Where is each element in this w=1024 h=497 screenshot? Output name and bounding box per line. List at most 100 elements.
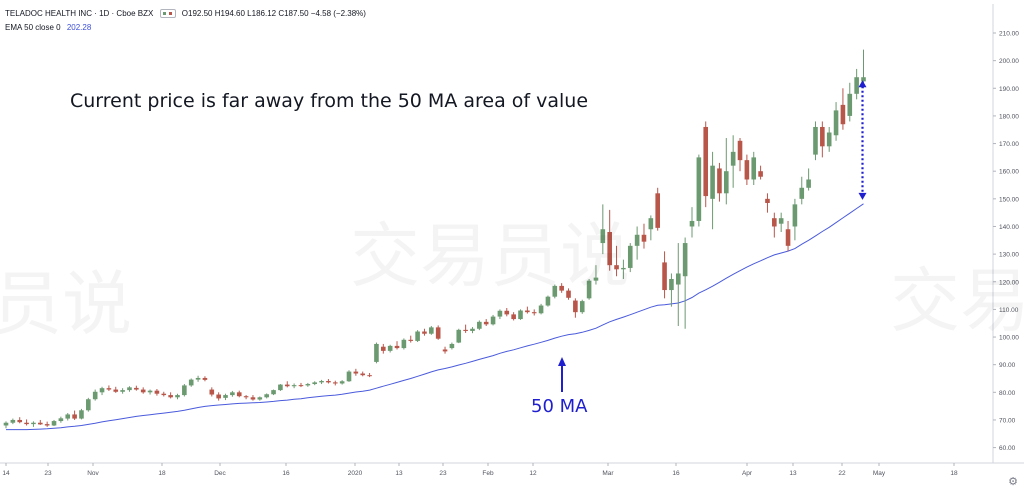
candle-down <box>216 392 221 401</box>
candle-up <box>264 393 269 399</box>
candle-body <box>195 377 201 380</box>
candle-style-icon[interactable] <box>159 9 176 19</box>
candle-body <box>614 265 619 270</box>
candle-down <box>236 390 242 398</box>
candle-body <box>449 343 455 349</box>
candle-down <box>662 251 667 299</box>
ema-50-line <box>6 203 864 431</box>
candle-up <box>195 375 201 382</box>
candle-down <box>154 389 160 396</box>
distance-arrow-head-top <box>858 80 867 88</box>
candle-body <box>120 390 125 392</box>
candle-down <box>840 88 846 130</box>
candle-body <box>579 301 585 313</box>
candle-body <box>456 329 462 343</box>
candle-down <box>422 328 427 336</box>
candle-down <box>161 391 167 397</box>
candle-up <box>799 176 805 205</box>
time-tick-label: 13 <box>789 470 797 477</box>
candle-body <box>717 168 722 194</box>
candle-down <box>566 288 571 300</box>
candle-up <box>538 303 544 315</box>
candle-up <box>223 393 228 401</box>
candle-up <box>634 226 640 260</box>
candle-up <box>552 284 558 299</box>
candle-up <box>182 384 187 397</box>
candle-body <box>477 321 482 329</box>
candle-body <box>298 385 304 387</box>
candle-up <box>257 396 263 401</box>
time-tick-label: 16 <box>282 470 290 477</box>
candle-body <box>134 387 139 390</box>
candle-up <box>449 342 455 350</box>
candle-body <box>669 278 674 291</box>
price-tick-label: 70.00 <box>999 417 1016 424</box>
candle-down <box>525 306 530 314</box>
candle-body <box>627 245 633 268</box>
time-tick-label: 2020 <box>348 470 363 477</box>
ema-label: EMA 50 close 0 <box>5 23 61 32</box>
candle-down <box>360 371 366 377</box>
candle-body <box>17 419 23 423</box>
candle-body <box>826 132 832 147</box>
candle-body <box>792 204 798 227</box>
candle-up <box>826 126 832 152</box>
candle-down <box>758 165 763 180</box>
candle-down <box>408 335 414 343</box>
candle-down <box>326 379 331 384</box>
candle-body <box>264 394 269 398</box>
candle-body <box>675 273 681 285</box>
gear-icon[interactable]: ⚙ <box>1008 476 1018 488</box>
candle-body <box>271 390 276 395</box>
candle-body <box>538 305 544 314</box>
price-tick-label: 180.00 <box>999 113 1019 120</box>
time-tick-label: Nov <box>87 470 99 477</box>
candle-body <box>833 110 839 136</box>
candle-up <box>429 325 434 335</box>
candle-up <box>401 338 407 350</box>
candle-up <box>833 102 839 141</box>
candle-body <box>360 373 366 376</box>
candle-body <box>566 290 571 298</box>
candle-up <box>175 393 180 400</box>
candle-up <box>778 212 784 233</box>
candle-up <box>724 138 729 205</box>
candle-body <box>72 414 77 419</box>
candle-down <box>381 343 386 354</box>
candle-up <box>792 198 798 241</box>
time-tick-label: 18 <box>950 470 958 477</box>
candle-down <box>717 162 722 202</box>
candle-body <box>106 388 112 390</box>
candle-down <box>772 212 777 238</box>
candle-body <box>758 171 763 177</box>
ema-legend[interactable]: EMA 50 close 0 202.28 <box>5 23 95 32</box>
symbol-legend[interactable]: TELADOC HEALTH INC · 1D · Cboe BZX O192.… <box>5 9 370 19</box>
candle-body <box>710 165 715 199</box>
candle-body <box>86 399 91 411</box>
candle-up <box>470 327 475 334</box>
candle-body <box>140 389 146 393</box>
candle-body <box>696 157 702 221</box>
candle-down <box>573 298 578 318</box>
candle-down <box>284 381 290 388</box>
candle-down <box>209 387 215 397</box>
price-tick-label: 200.00 <box>999 58 1019 65</box>
candle-up <box>312 381 317 386</box>
candle-down <box>134 385 139 391</box>
candle-down <box>607 209 612 271</box>
candle-down <box>703 121 709 208</box>
candle-up <box>339 380 345 385</box>
candle-body <box>511 314 516 320</box>
candle-down <box>17 417 23 424</box>
candle-body <box>682 243 688 277</box>
candle-up <box>271 389 276 396</box>
candle-up <box>291 383 297 389</box>
candle-down <box>113 386 119 393</box>
candle-body <box>847 93 853 116</box>
candle-up <box>593 265 599 285</box>
candle-up <box>92 389 98 401</box>
candle-down <box>243 395 249 400</box>
candle-up <box>86 397 91 412</box>
candle-up <box>456 328 462 344</box>
